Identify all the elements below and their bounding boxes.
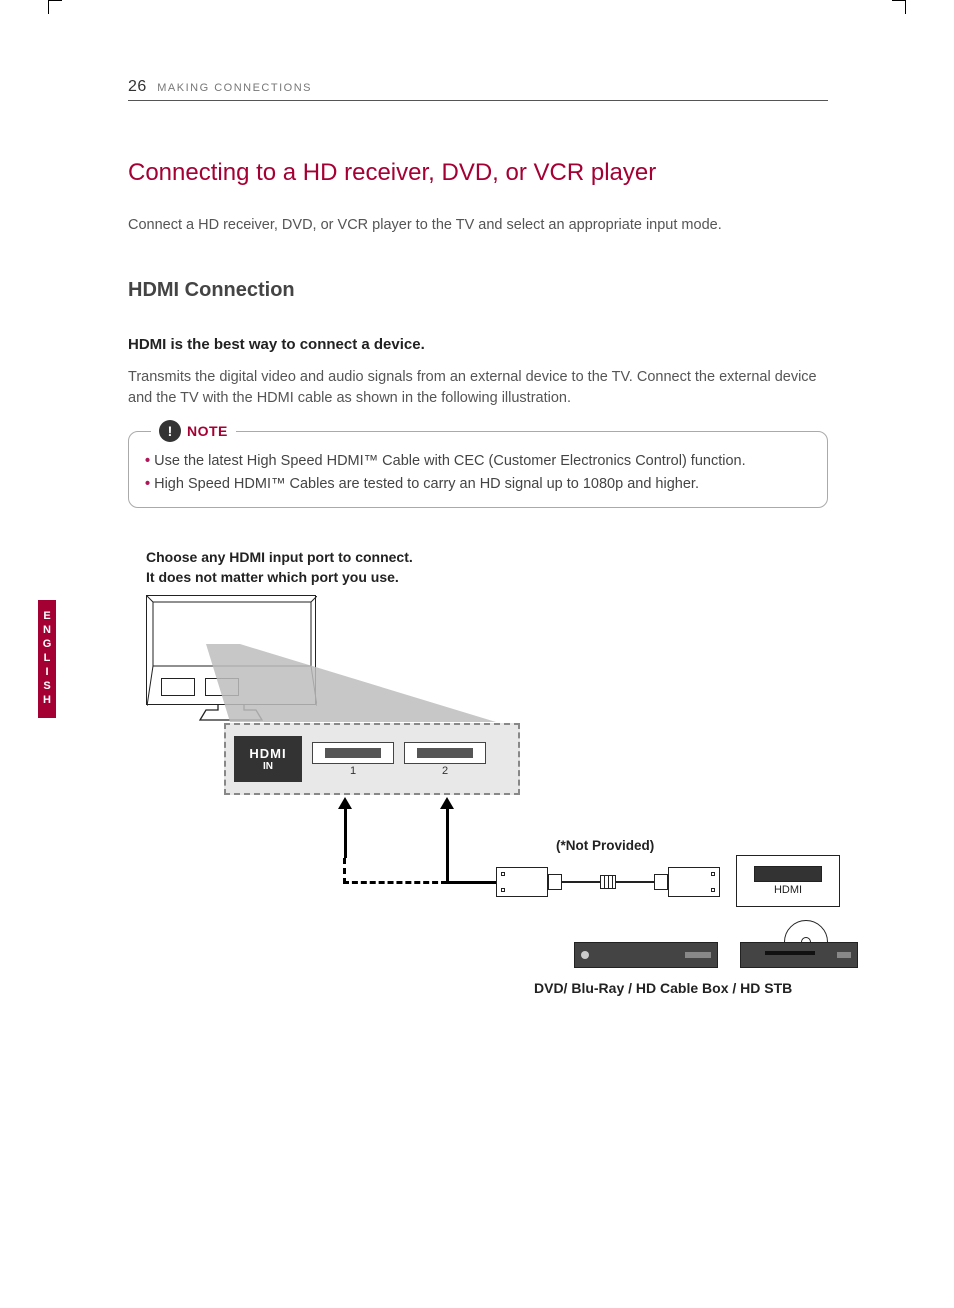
note-label: NOTE (187, 423, 228, 439)
note-tab: ! NOTE (151, 420, 236, 442)
device-dvd-player (740, 942, 858, 968)
page-header: 26 MAKING CONNECTIONS (128, 78, 828, 101)
choose-line-1: Choose any HDMI input port to connect. (146, 549, 413, 565)
subheading-hdmi: HDMI Connection (128, 279, 828, 302)
device-caption: DVD/ Blu-Ray / HD Cable Box / HD STB (534, 980, 792, 996)
port-number-2: 2 (442, 765, 448, 777)
section-name: MAKING CONNECTIONS (157, 82, 312, 94)
note-item: High Speed HDMI™ Cables are tested to ca… (145, 473, 811, 495)
page-number: 26 (128, 78, 147, 95)
language-tab: ENGLISH (38, 600, 56, 718)
hdmi-in-text: IN (263, 761, 273, 772)
crop-mark-top-right (892, 0, 906, 14)
page-title: Connecting to a HD receiver, DVD, or VCR… (128, 159, 828, 187)
hdmi-out-slot (754, 866, 822, 882)
cable-wire-right (616, 881, 654, 883)
intro-paragraph: Connect a HD receiver, DVD, or VCR playe… (128, 215, 828, 235)
cable-neck-right (654, 874, 668, 890)
crop-mark-top-left (48, 0, 62, 14)
dashed-elbow (343, 858, 447, 884)
choose-line-2: It does not matter which port you use. (146, 569, 399, 585)
bold-statement: HDMI is the best way to connect a device… (128, 336, 828, 353)
hdmi-port-2: 2 (404, 742, 486, 777)
choose-text: Choose any HDMI input port to connect. I… (146, 548, 846, 587)
note-box: ! NOTE Use the latest High Speed HDMI™ C… (128, 431, 828, 508)
solid-connector (446, 881, 498, 884)
not-provided-label: (*Not Provided) (556, 838, 654, 853)
cable-wire-left (562, 881, 600, 883)
cable-neck-left (548, 874, 562, 890)
cable-plug-left (496, 867, 548, 897)
note-item: Use the latest High Speed HDMI™ Cable wi… (145, 450, 811, 472)
hdmi-port-1: 1 (312, 742, 394, 777)
note-icon: ! (159, 420, 181, 442)
cable-plug-right (668, 867, 720, 897)
cable-ferrite (600, 875, 616, 889)
note-list: Use the latest High Speed HDMI™ Cable wi… (145, 450, 811, 495)
arrow-port-1 (344, 808, 347, 858)
device-cable-box (574, 942, 718, 968)
hdmi-in-label-block: HDMI IN (234, 736, 302, 782)
hdmi-brand-text: HDMI (249, 746, 286, 761)
hdmi-cable (496, 864, 732, 900)
body-paragraph: Transmits the digital video and audio si… (128, 367, 828, 409)
hdmi-out-label: HDMI (774, 884, 802, 896)
port-number-1: 1 (350, 765, 356, 777)
page-content: 26 MAKING CONNECTIONS Connecting to a HD… (128, 78, 828, 1028)
hdmi-in-panel: HDMI IN 1 2 (224, 723, 520, 795)
zoom-triangle (196, 616, 496, 736)
connection-diagram: Choose any HDMI input port to connect. I… (146, 548, 846, 1028)
hdmi-out-port: HDMI (736, 855, 840, 907)
tv-port-left (161, 678, 195, 696)
